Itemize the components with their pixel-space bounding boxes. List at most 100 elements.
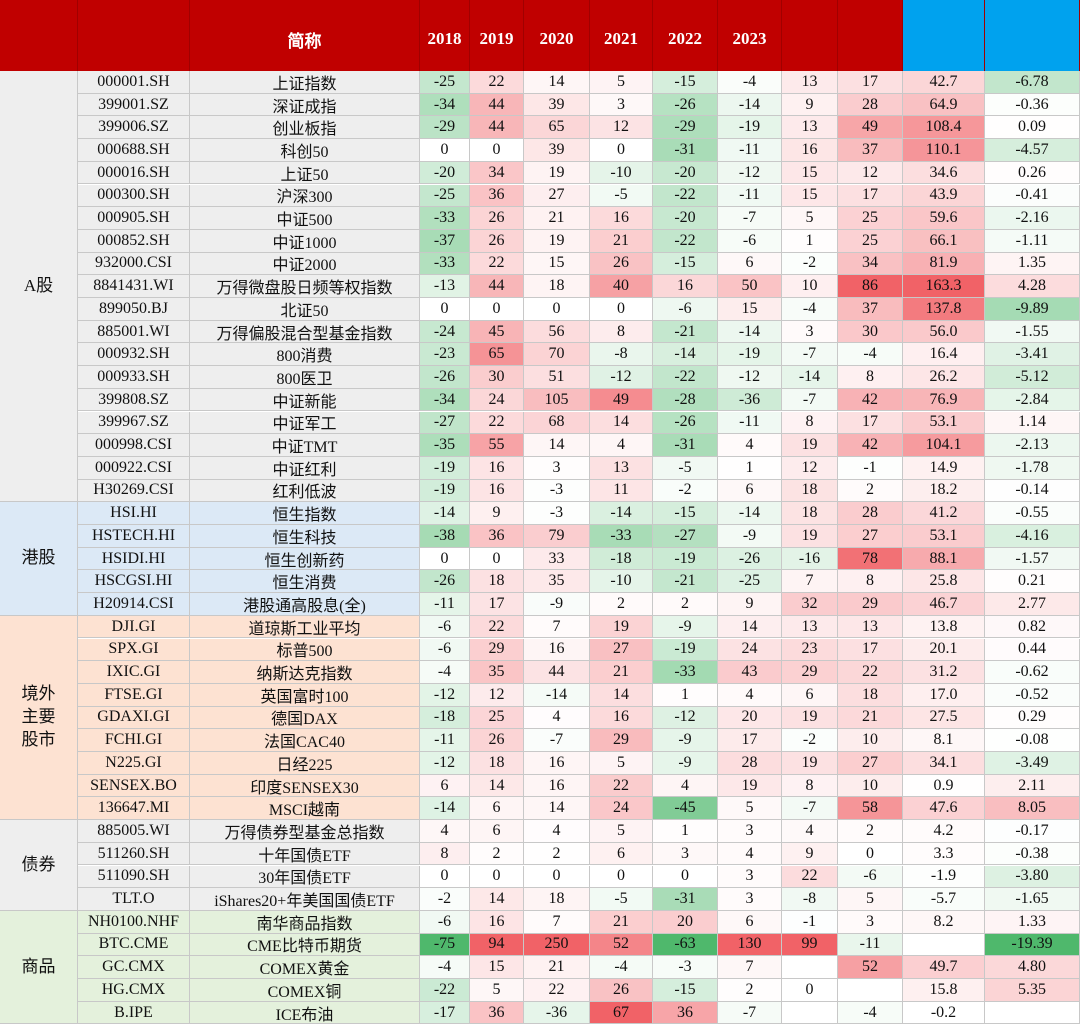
value: 0	[420, 298, 470, 321]
name: 印度SENSEX30	[190, 774, 420, 798]
value: -14	[718, 502, 782, 525]
value: 8	[782, 411, 838, 435]
value: -22	[653, 184, 718, 208]
value: 0	[590, 298, 653, 321]
value: 250	[524, 933, 590, 957]
value: 43.9	[903, 184, 985, 208]
name: COMEX铜	[190, 979, 420, 1002]
name: 十年国债ETF	[190, 842, 420, 866]
value: 25.8	[903, 570, 985, 594]
code: 136647.MI	[78, 797, 190, 821]
value: 1	[782, 229, 838, 253]
value: 32	[782, 593, 838, 616]
value	[838, 979, 903, 1002]
header-cell: 2020	[524, 0, 590, 79]
value: 4	[524, 706, 590, 730]
value: 15	[782, 184, 838, 208]
value: 10	[838, 729, 903, 752]
value: 3	[718, 865, 782, 889]
value: 0	[590, 865, 653, 889]
code: BTC.CME	[78, 933, 190, 957]
value: -11	[838, 933, 903, 957]
value: 25	[838, 207, 903, 230]
value: -3	[524, 479, 590, 503]
value: -0.38	[985, 842, 1080, 866]
value: -4	[420, 661, 470, 684]
value: 0	[653, 865, 718, 889]
value: 14	[524, 71, 590, 94]
value: 17	[718, 729, 782, 752]
value: 0	[524, 865, 590, 889]
value: -1	[782, 910, 838, 934]
value: 27	[838, 752, 903, 775]
name: 万得偏股混合型基金指数	[190, 320, 420, 344]
value: 5	[470, 979, 524, 1002]
value: 2	[470, 842, 524, 866]
value: 7	[524, 910, 590, 934]
value: 39	[524, 93, 590, 117]
value: 56.0	[903, 320, 985, 344]
value: -19	[718, 116, 782, 140]
value: -20	[420, 161, 470, 185]
value: -22	[420, 979, 470, 1002]
value: 16	[524, 752, 590, 775]
name: 中证军工	[190, 411, 420, 435]
value: 16	[653, 275, 718, 298]
value: 8	[420, 842, 470, 866]
value: -6	[838, 865, 903, 889]
code: 000852.SH	[78, 229, 190, 253]
value: 34.6	[903, 161, 985, 185]
value: 64.9	[903, 93, 985, 117]
value: 13	[838, 615, 903, 639]
value: 37	[838, 298, 903, 321]
name: iShares20+年美国国债ETF	[190, 888, 420, 911]
value: -14	[420, 797, 470, 821]
name: 万得债券型基金总指数	[190, 820, 420, 843]
value: 94	[470, 933, 524, 957]
name: 沪深300	[190, 184, 420, 208]
value: 21	[590, 229, 653, 253]
value: 22	[470, 252, 524, 276]
value: -7	[718, 1001, 782, 1025]
value: -26	[653, 411, 718, 435]
code: IXIC.GI	[78, 661, 190, 684]
header-cell: 简称	[190, 0, 420, 79]
value: 4.80	[985, 956, 1080, 979]
code: 000300.SH	[78, 184, 190, 208]
value: -0.52	[985, 683, 1080, 707]
name: 日经225	[190, 752, 420, 775]
value: 4	[718, 683, 782, 707]
value: 27.5	[903, 706, 985, 730]
code: 000932.SH	[78, 343, 190, 367]
value: -45	[653, 797, 718, 821]
value: -7	[524, 729, 590, 752]
value: 16	[470, 479, 524, 503]
value: 21	[590, 661, 653, 684]
value: 19	[718, 774, 782, 798]
value: 27	[524, 184, 590, 208]
value: 18	[524, 275, 590, 298]
value: 4.2	[903, 820, 985, 843]
value: -15	[653, 979, 718, 1002]
name: 中证TMT	[190, 434, 420, 457]
value: -18	[590, 547, 653, 571]
value: 22	[470, 411, 524, 435]
value: 29	[838, 593, 903, 616]
value: 36	[470, 184, 524, 208]
value: 49.7	[903, 956, 985, 979]
value: -11	[718, 184, 782, 208]
name: COMEX黄金	[190, 956, 420, 979]
value: 21	[524, 207, 590, 230]
code: HSTECH.HI	[78, 525, 190, 548]
value: -15	[653, 71, 718, 94]
group-label: 境外主要股市	[0, 615, 78, 821]
value: 67	[590, 1001, 653, 1025]
value: 29	[590, 729, 653, 752]
value: 9	[470, 502, 524, 525]
group-label: A股	[0, 71, 78, 503]
value: -12	[420, 752, 470, 775]
value: 12	[838, 161, 903, 185]
name: 中证红利	[190, 456, 420, 480]
value: 2	[590, 593, 653, 616]
value: 13	[782, 116, 838, 140]
